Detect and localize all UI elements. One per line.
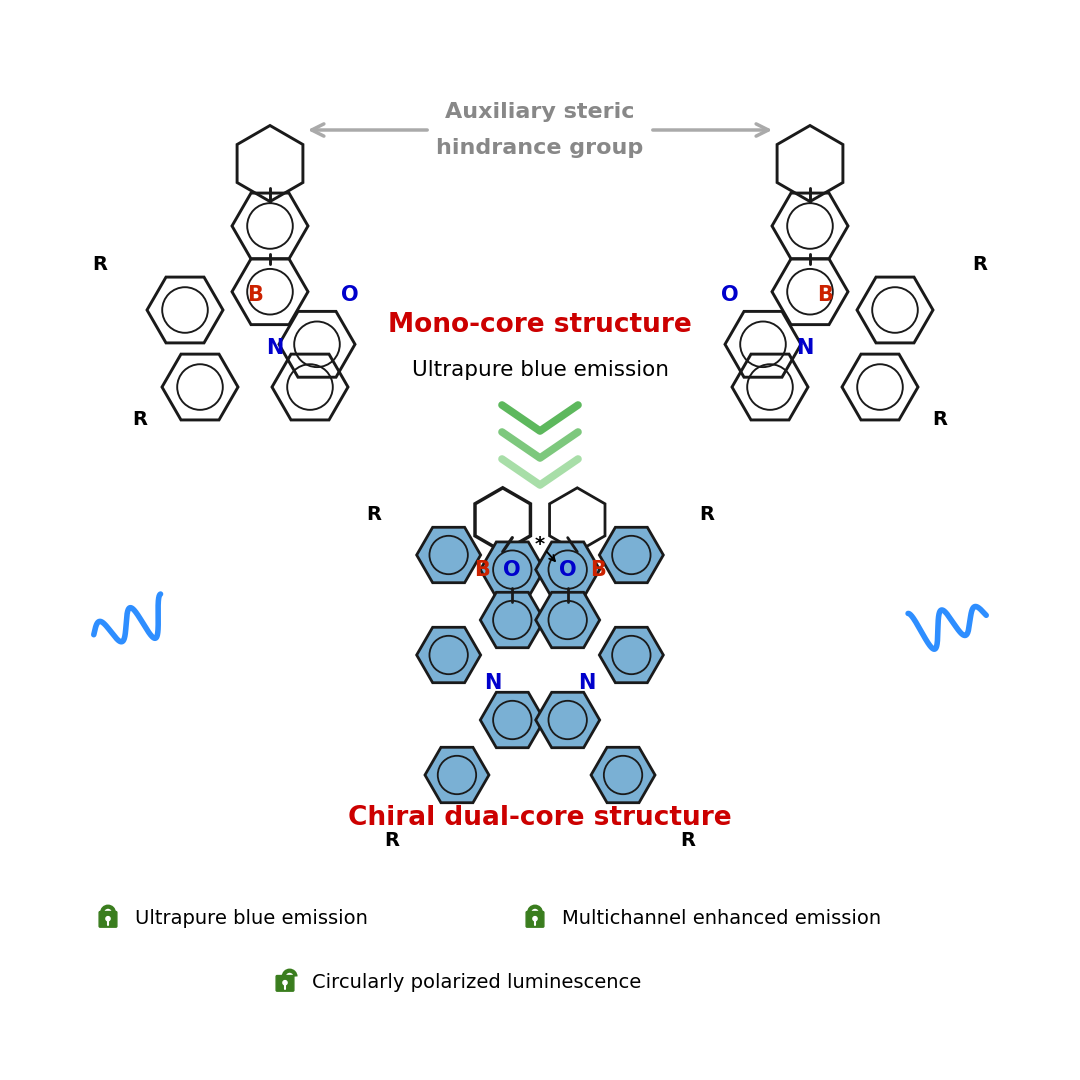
Polygon shape	[536, 592, 599, 648]
Text: O: O	[341, 285, 359, 305]
Polygon shape	[481, 592, 544, 648]
FancyBboxPatch shape	[99, 912, 117, 928]
Polygon shape	[599, 527, 663, 583]
Polygon shape	[424, 747, 489, 802]
Text: R: R	[366, 505, 381, 525]
Text: Ultrapure blue emission: Ultrapure blue emission	[135, 908, 368, 928]
Polygon shape	[599, 627, 663, 683]
Polygon shape	[536, 542, 599, 597]
Polygon shape	[417, 627, 481, 683]
Text: B: B	[474, 561, 490, 580]
Polygon shape	[591, 747, 656, 802]
FancyBboxPatch shape	[276, 975, 294, 991]
Text: R: R	[133, 410, 148, 430]
Text: O: O	[559, 561, 577, 580]
Text: Mono-core structure: Mono-core structure	[388, 312, 692, 338]
Text: N: N	[579, 673, 596, 693]
Polygon shape	[238, 125, 302, 202]
Polygon shape	[550, 488, 605, 552]
Text: N: N	[484, 673, 501, 693]
Text: Ultrapure blue emission: Ultrapure blue emission	[411, 360, 669, 380]
Text: R: R	[384, 831, 400, 850]
Polygon shape	[417, 527, 481, 583]
Text: hindrance group: hindrance group	[436, 138, 644, 158]
Polygon shape	[481, 692, 544, 747]
Text: R: R	[932, 410, 947, 430]
Polygon shape	[550, 488, 605, 552]
Text: B: B	[590, 561, 606, 580]
Text: *: *	[535, 535, 545, 554]
Circle shape	[532, 917, 537, 921]
Text: R: R	[972, 256, 987, 274]
Text: R: R	[93, 256, 108, 274]
Text: N: N	[267, 338, 284, 357]
Text: Chiral dual-core structure: Chiral dual-core structure	[348, 805, 732, 831]
Text: O: O	[503, 561, 521, 580]
Circle shape	[283, 981, 287, 985]
Text: R: R	[680, 831, 696, 850]
Text: Multichannel enhanced emission: Multichannel enhanced emission	[562, 908, 881, 928]
Text: O: O	[721, 285, 739, 305]
Text: Circularly polarized luminescence: Circularly polarized luminescence	[312, 972, 642, 991]
Polygon shape	[481, 542, 544, 597]
Polygon shape	[475, 488, 530, 552]
Polygon shape	[778, 125, 842, 202]
Text: Auxiliary steric: Auxiliary steric	[445, 102, 635, 122]
Circle shape	[106, 917, 110, 921]
Text: B: B	[247, 285, 262, 305]
FancyBboxPatch shape	[526, 912, 544, 928]
Polygon shape	[536, 692, 599, 747]
Text: N: N	[796, 338, 813, 357]
Text: B: B	[818, 285, 833, 305]
Text: R: R	[699, 505, 714, 525]
